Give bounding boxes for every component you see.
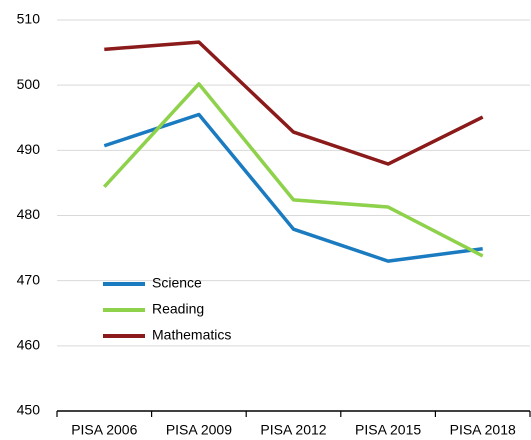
legend-label: Science <box>152 275 202 291</box>
y-tick-label: 460 <box>17 337 41 353</box>
y-tick-label: 490 <box>17 141 41 157</box>
series-line <box>103 112 483 263</box>
series-line <box>104 40 484 166</box>
x-tick-label: PISA 2006 <box>71 422 137 438</box>
y-tick-label: 470 <box>17 271 41 287</box>
y-tick-label: 500 <box>17 76 41 92</box>
legend-label: Mathematics <box>152 327 231 343</box>
y-tick-label: 450 <box>17 402 41 418</box>
x-tick-label: PISA 2009 <box>166 422 232 438</box>
x-tick-label: PISA 2012 <box>260 422 326 438</box>
y-tick-label: 480 <box>17 206 41 222</box>
series-line <box>103 82 484 258</box>
x-tick-label: PISA 2015 <box>355 422 421 438</box>
legend-label: Reading <box>152 301 204 317</box>
y-tick-label: 510 <box>17 11 41 27</box>
x-tick-label: PISA 2018 <box>450 422 516 438</box>
